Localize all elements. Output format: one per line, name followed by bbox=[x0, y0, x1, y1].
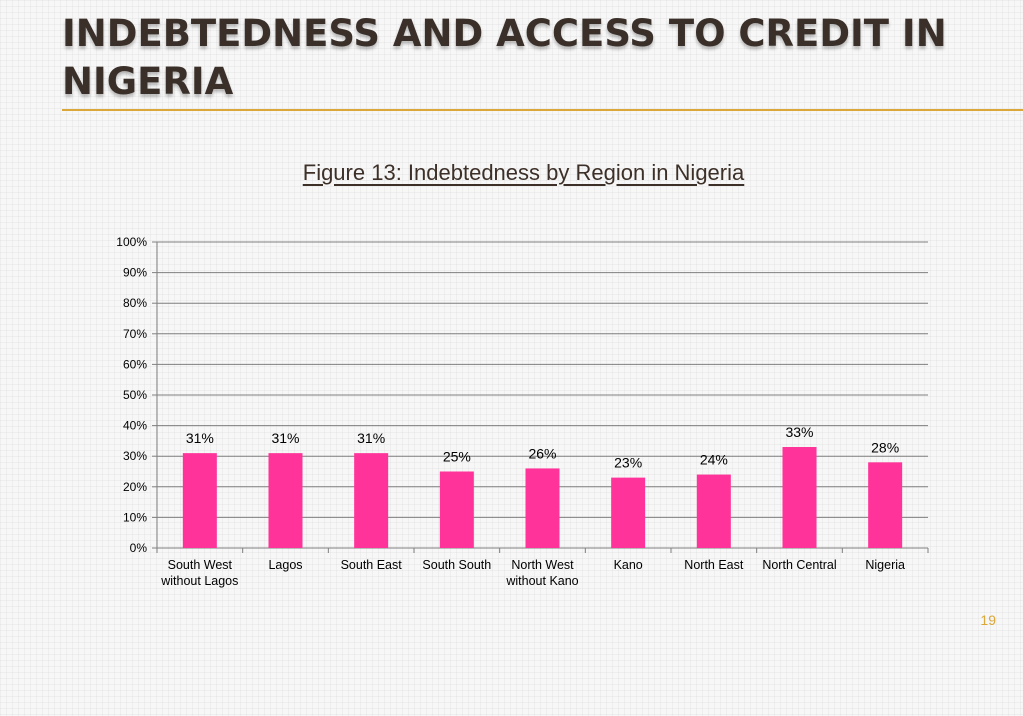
page-number: 19 bbox=[980, 612, 996, 628]
y-tick-label: 60% bbox=[123, 357, 147, 371]
bar bbox=[182, 453, 217, 548]
y-tick-label: 80% bbox=[123, 296, 147, 310]
x-tick-label: without Lagos bbox=[160, 574, 238, 588]
x-tick-label: South East bbox=[341, 558, 403, 572]
bar bbox=[268, 453, 303, 548]
data-label: 31% bbox=[357, 430, 385, 446]
x-tick-label: North Central bbox=[762, 558, 836, 572]
data-label: 31% bbox=[186, 430, 214, 446]
y-tick-label: 90% bbox=[123, 266, 147, 280]
x-tick-label: North West bbox=[511, 558, 574, 572]
x-tick-label: North East bbox=[684, 558, 744, 572]
data-label: 31% bbox=[271, 430, 299, 446]
data-label: 26% bbox=[528, 445, 556, 461]
title-underline bbox=[62, 109, 1023, 111]
bar bbox=[525, 468, 560, 548]
y-tick-label: 20% bbox=[123, 480, 147, 494]
x-tick-label: Lagos bbox=[268, 558, 302, 572]
data-label: 25% bbox=[443, 449, 471, 465]
bars bbox=[182, 447, 903, 548]
data-label: 33% bbox=[785, 424, 813, 440]
bar bbox=[611, 477, 646, 548]
figure-caption: Figure 13: Indebtedness by Region in Nig… bbox=[302, 160, 745, 185]
y-tick-label: 100% bbox=[116, 235, 147, 249]
x-tick-label: without Kano bbox=[505, 574, 578, 588]
y-tick-label: 10% bbox=[123, 510, 147, 524]
data-label: 24% bbox=[700, 452, 728, 468]
slide-title: INDEBTEDNESS AND ACCESS TO CREDIT IN NIG… bbox=[62, 12, 947, 103]
bar bbox=[354, 453, 389, 548]
data-label: 28% bbox=[871, 439, 899, 455]
data-label: 23% bbox=[614, 455, 642, 471]
tick-labels: 0% 10% 20% 30% 40% 50% 60% 70% 80% 90% 100% South W… bbox=[116, 235, 905, 588]
bar bbox=[696, 474, 731, 548]
y-tick-label: 0% bbox=[130, 541, 148, 555]
y-tick-label: 70% bbox=[123, 327, 147, 341]
y-tick-label: 40% bbox=[123, 419, 147, 433]
x-tick-label: South South bbox=[422, 558, 491, 572]
bar bbox=[439, 471, 474, 548]
y-tick-label: 50% bbox=[123, 388, 147, 402]
x-tick-label: Nigeria bbox=[865, 558, 905, 572]
bar bbox=[782, 447, 817, 548]
bar bbox=[868, 462, 903, 548]
x-tick-label: South West bbox=[168, 558, 233, 572]
data-labels: 31% 31% 31% 25% 26% 23% 24% 33% 28% bbox=[186, 424, 899, 471]
x-tick-label: Kano bbox=[614, 558, 643, 572]
y-tick-label: 30% bbox=[123, 449, 147, 463]
